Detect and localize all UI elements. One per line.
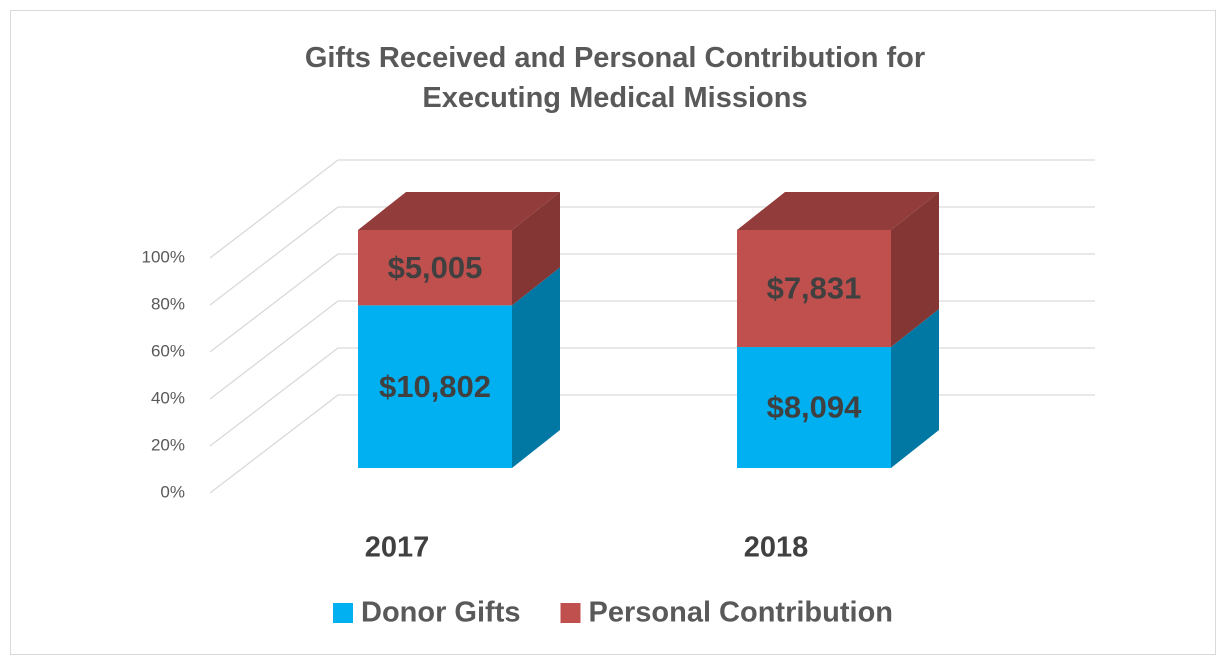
grid-line: [209, 394, 339, 494]
data-label: $5,005: [388, 250, 483, 285]
x-tick-label: 2018: [744, 532, 809, 564]
bar-side: [512, 192, 560, 306]
y-tick-label: 20%: [151, 435, 185, 454]
grid-line: [209, 300, 339, 400]
bar: [358, 305, 512, 468]
legend-swatch: [333, 603, 353, 623]
grid-line: [209, 206, 339, 306]
bar-top: [737, 192, 939, 230]
bar-side: [512, 267, 560, 468]
y-tick-label: 0%: [160, 482, 185, 501]
chart-title: Gifts Received and Personal Contribution…: [304, 42, 926, 114]
bar-side: [891, 192, 939, 348]
y-tick-label: 100%: [142, 247, 185, 266]
grid-line: [209, 347, 339, 447]
data-label: $8,094: [767, 390, 863, 425]
legend-label: Personal Contribution: [589, 597, 894, 629]
bar-side: [891, 309, 939, 468]
legend-swatch: [560, 603, 581, 623]
bar-top: [358, 192, 560, 230]
grid-line: [209, 159, 339, 259]
y-tick-label: 40%: [151, 388, 185, 407]
x-tick-label: 2017: [365, 532, 430, 564]
chart-frame: [10, 10, 1216, 655]
grid-line: [209, 253, 339, 353]
y-tick-label: 60%: [151, 341, 185, 360]
bar: [358, 230, 512, 306]
legend-label: Donor Gifts: [361, 597, 521, 629]
bar: [737, 347, 891, 468]
y-tick-label: 80%: [151, 294, 185, 313]
data-label: $7,831: [767, 271, 862, 306]
data-label: $10,802: [379, 369, 491, 404]
bar: [737, 230, 891, 348]
